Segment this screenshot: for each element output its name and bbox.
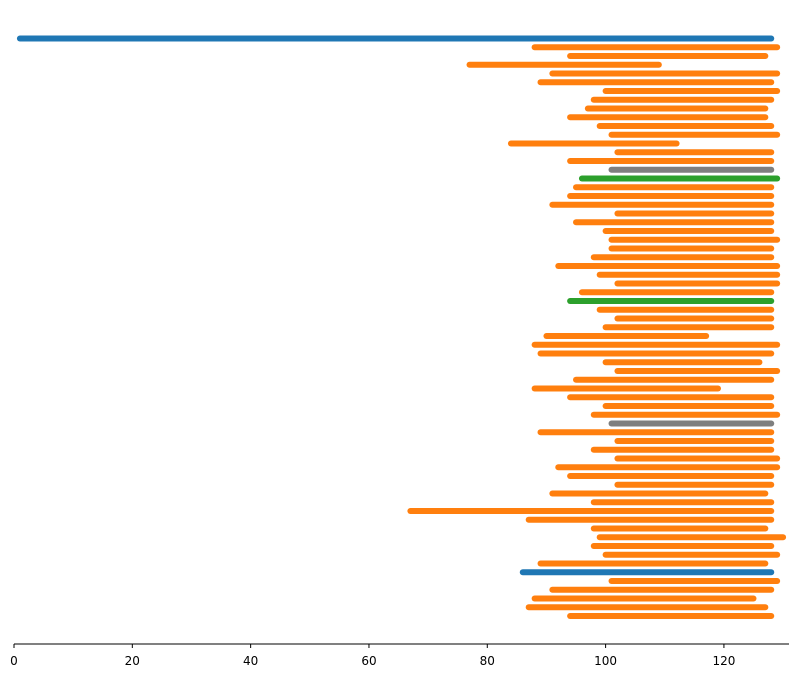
bars-layer [16, 35, 787, 619]
x-tick-label-0: 0 [10, 654, 18, 668]
x-tick-label-6: 120 [712, 654, 735, 668]
x-tick-label-4: 80 [480, 654, 495, 668]
x-axis-ticks: 0 20 40 60 80 100 120 [10, 644, 735, 668]
x-tick-label-1: 20 [125, 654, 140, 668]
x-tick-label-5: 100 [594, 654, 617, 668]
x-tick-label-2: 40 [243, 654, 258, 668]
x-tick-label-3: 60 [361, 654, 376, 668]
